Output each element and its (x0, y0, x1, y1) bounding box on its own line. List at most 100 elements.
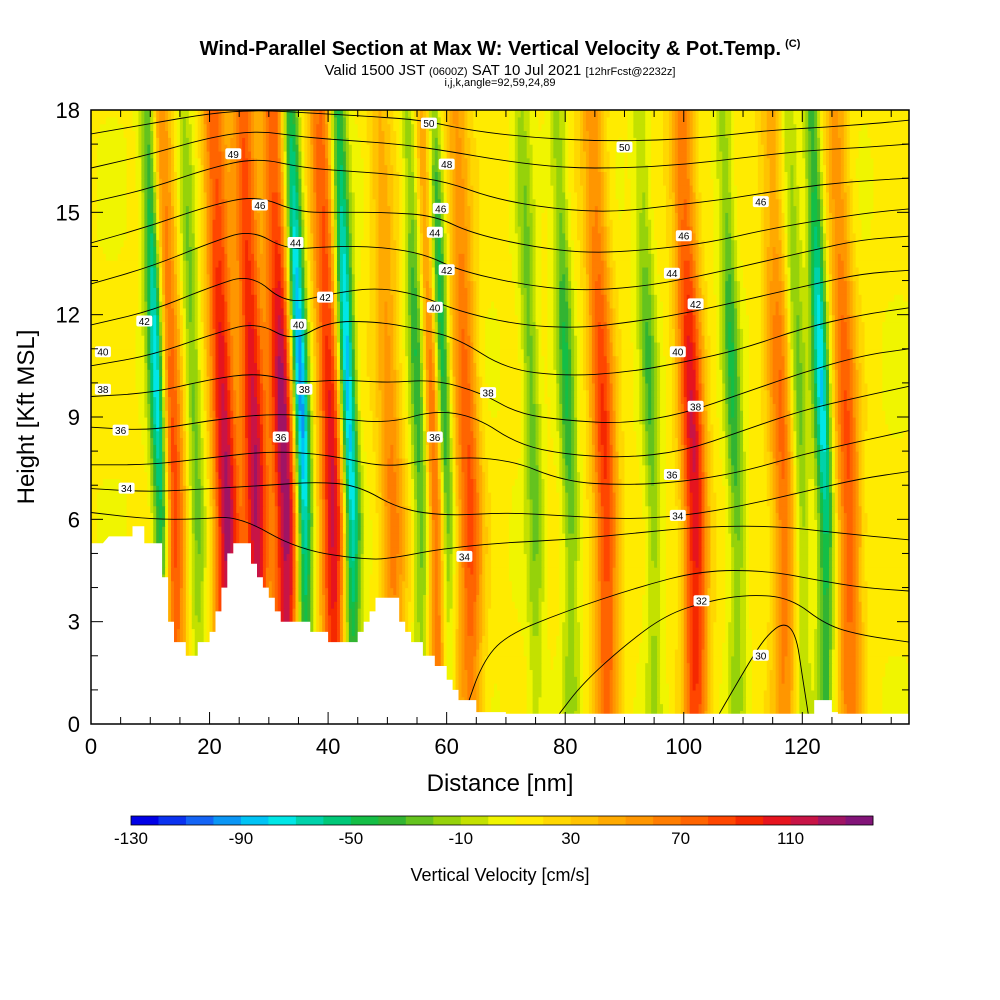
velocity-cell (782, 588, 789, 595)
velocity-cell (660, 690, 669, 697)
velocity-cell (666, 540, 678, 547)
velocity-cell (574, 628, 581, 635)
velocity-cell (491, 704, 500, 711)
velocity-cell (799, 690, 817, 697)
velocity-cell (583, 567, 590, 574)
velocity-cell (725, 560, 732, 567)
velocity-cell (547, 594, 559, 601)
velocity-cell (752, 628, 767, 635)
velocity-cell (509, 526, 524, 533)
velocity-cell (749, 581, 770, 588)
velocity-cell (568, 601, 575, 608)
velocity-cell (782, 649, 789, 656)
velocity-cell (364, 526, 373, 533)
velocity-cell (713, 649, 722, 656)
velocity-cell (269, 547, 276, 554)
cross-section-figure: 505049484646 4644 46444442424242404040 4038… (0, 0, 1000, 1000)
velocity-cell (417, 594, 424, 601)
velocity-cell (500, 697, 527, 704)
velocity-cell (284, 526, 291, 533)
velocity-cell (734, 519, 741, 526)
velocity-cell (195, 567, 204, 574)
velocity-cell (518, 608, 527, 615)
velocity-cell (749, 547, 770, 554)
velocity-cell (651, 526, 658, 533)
velocity-cell (373, 526, 380, 533)
velocity-cell (601, 581, 613, 588)
velocity-cell (512, 588, 527, 595)
velocity-cell (518, 615, 527, 622)
velocity-cell (583, 560, 590, 567)
velocity-cell (725, 608, 732, 615)
velocity-cell (713, 628, 725, 635)
velocity-cell (844, 642, 856, 649)
velocity-cell (749, 533, 770, 540)
velocity-cell (645, 676, 652, 683)
velocity-cell (547, 642, 556, 649)
velocity-cell (491, 547, 509, 554)
velocity-cell (174, 608, 181, 615)
velocity-cell (533, 697, 540, 704)
velocity-cell (461, 690, 468, 697)
velocity-cell (690, 704, 699, 711)
velocity-cell (604, 553, 611, 560)
velocity-cell (488, 615, 518, 622)
velocity-cell (808, 615, 817, 622)
velocity-cell (269, 553, 276, 560)
velocity-cell (740, 649, 747, 656)
velocity-cell (568, 560, 575, 567)
velocity-cell (269, 540, 276, 547)
velocity-cell (195, 635, 204, 642)
velocity-cell (624, 540, 645, 547)
velocity-cell (799, 656, 808, 663)
velocity-cell (583, 581, 590, 588)
velocity-cell (390, 581, 397, 588)
velocity-cell (648, 594, 660, 601)
velocity-cell (224, 533, 231, 540)
velocity-cell (868, 526, 910, 533)
velocity-cell (734, 615, 741, 622)
velocity-cell (568, 622, 575, 629)
velocity-cell (746, 697, 753, 704)
velocity-cell (624, 608, 642, 615)
velocity-cell (562, 628, 569, 635)
velocity-cell (868, 656, 889, 663)
velocity-cell (533, 547, 540, 554)
velocity-cell (624, 642, 639, 649)
velocity-cell (666, 560, 678, 567)
velocity-cell (808, 608, 817, 615)
velocity-cell (862, 608, 869, 615)
velocity-cell (657, 704, 664, 711)
velocity-cell (539, 697, 563, 704)
velocity-cell (364, 553, 373, 560)
velocity-cell (782, 601, 789, 608)
velocity-cell (251, 526, 260, 533)
velocity-cell (663, 704, 670, 711)
velocity-cell (447, 533, 454, 540)
velocity-cell (624, 704, 633, 711)
velocity-cell (808, 649, 815, 656)
velocity-cell (696, 683, 703, 690)
velocity-cell (577, 588, 584, 595)
velocity-cell (710, 601, 717, 608)
velocity-cell (527, 608, 534, 615)
velocity-cell (868, 615, 910, 622)
velocity-cell (195, 574, 204, 581)
velocity-cell (390, 560, 397, 567)
velocity-cell (785, 663, 792, 670)
velocity-cell (364, 615, 371, 622)
velocity-cell (868, 649, 910, 656)
velocity-cell (823, 628, 830, 635)
velocity-cell (693, 669, 700, 676)
velocity-cell (568, 526, 575, 533)
velocity-cell (675, 649, 682, 656)
velocity-cell (373, 567, 380, 574)
velocity-cell (642, 608, 649, 615)
velocity-cell (284, 567, 291, 574)
velocity-cell (269, 533, 276, 540)
velocity-cell (467, 622, 474, 629)
velocity-cell (782, 560, 789, 567)
velocity-cell (524, 649, 531, 656)
velocity-cell (370, 588, 379, 595)
velocity-cell (624, 683, 636, 690)
